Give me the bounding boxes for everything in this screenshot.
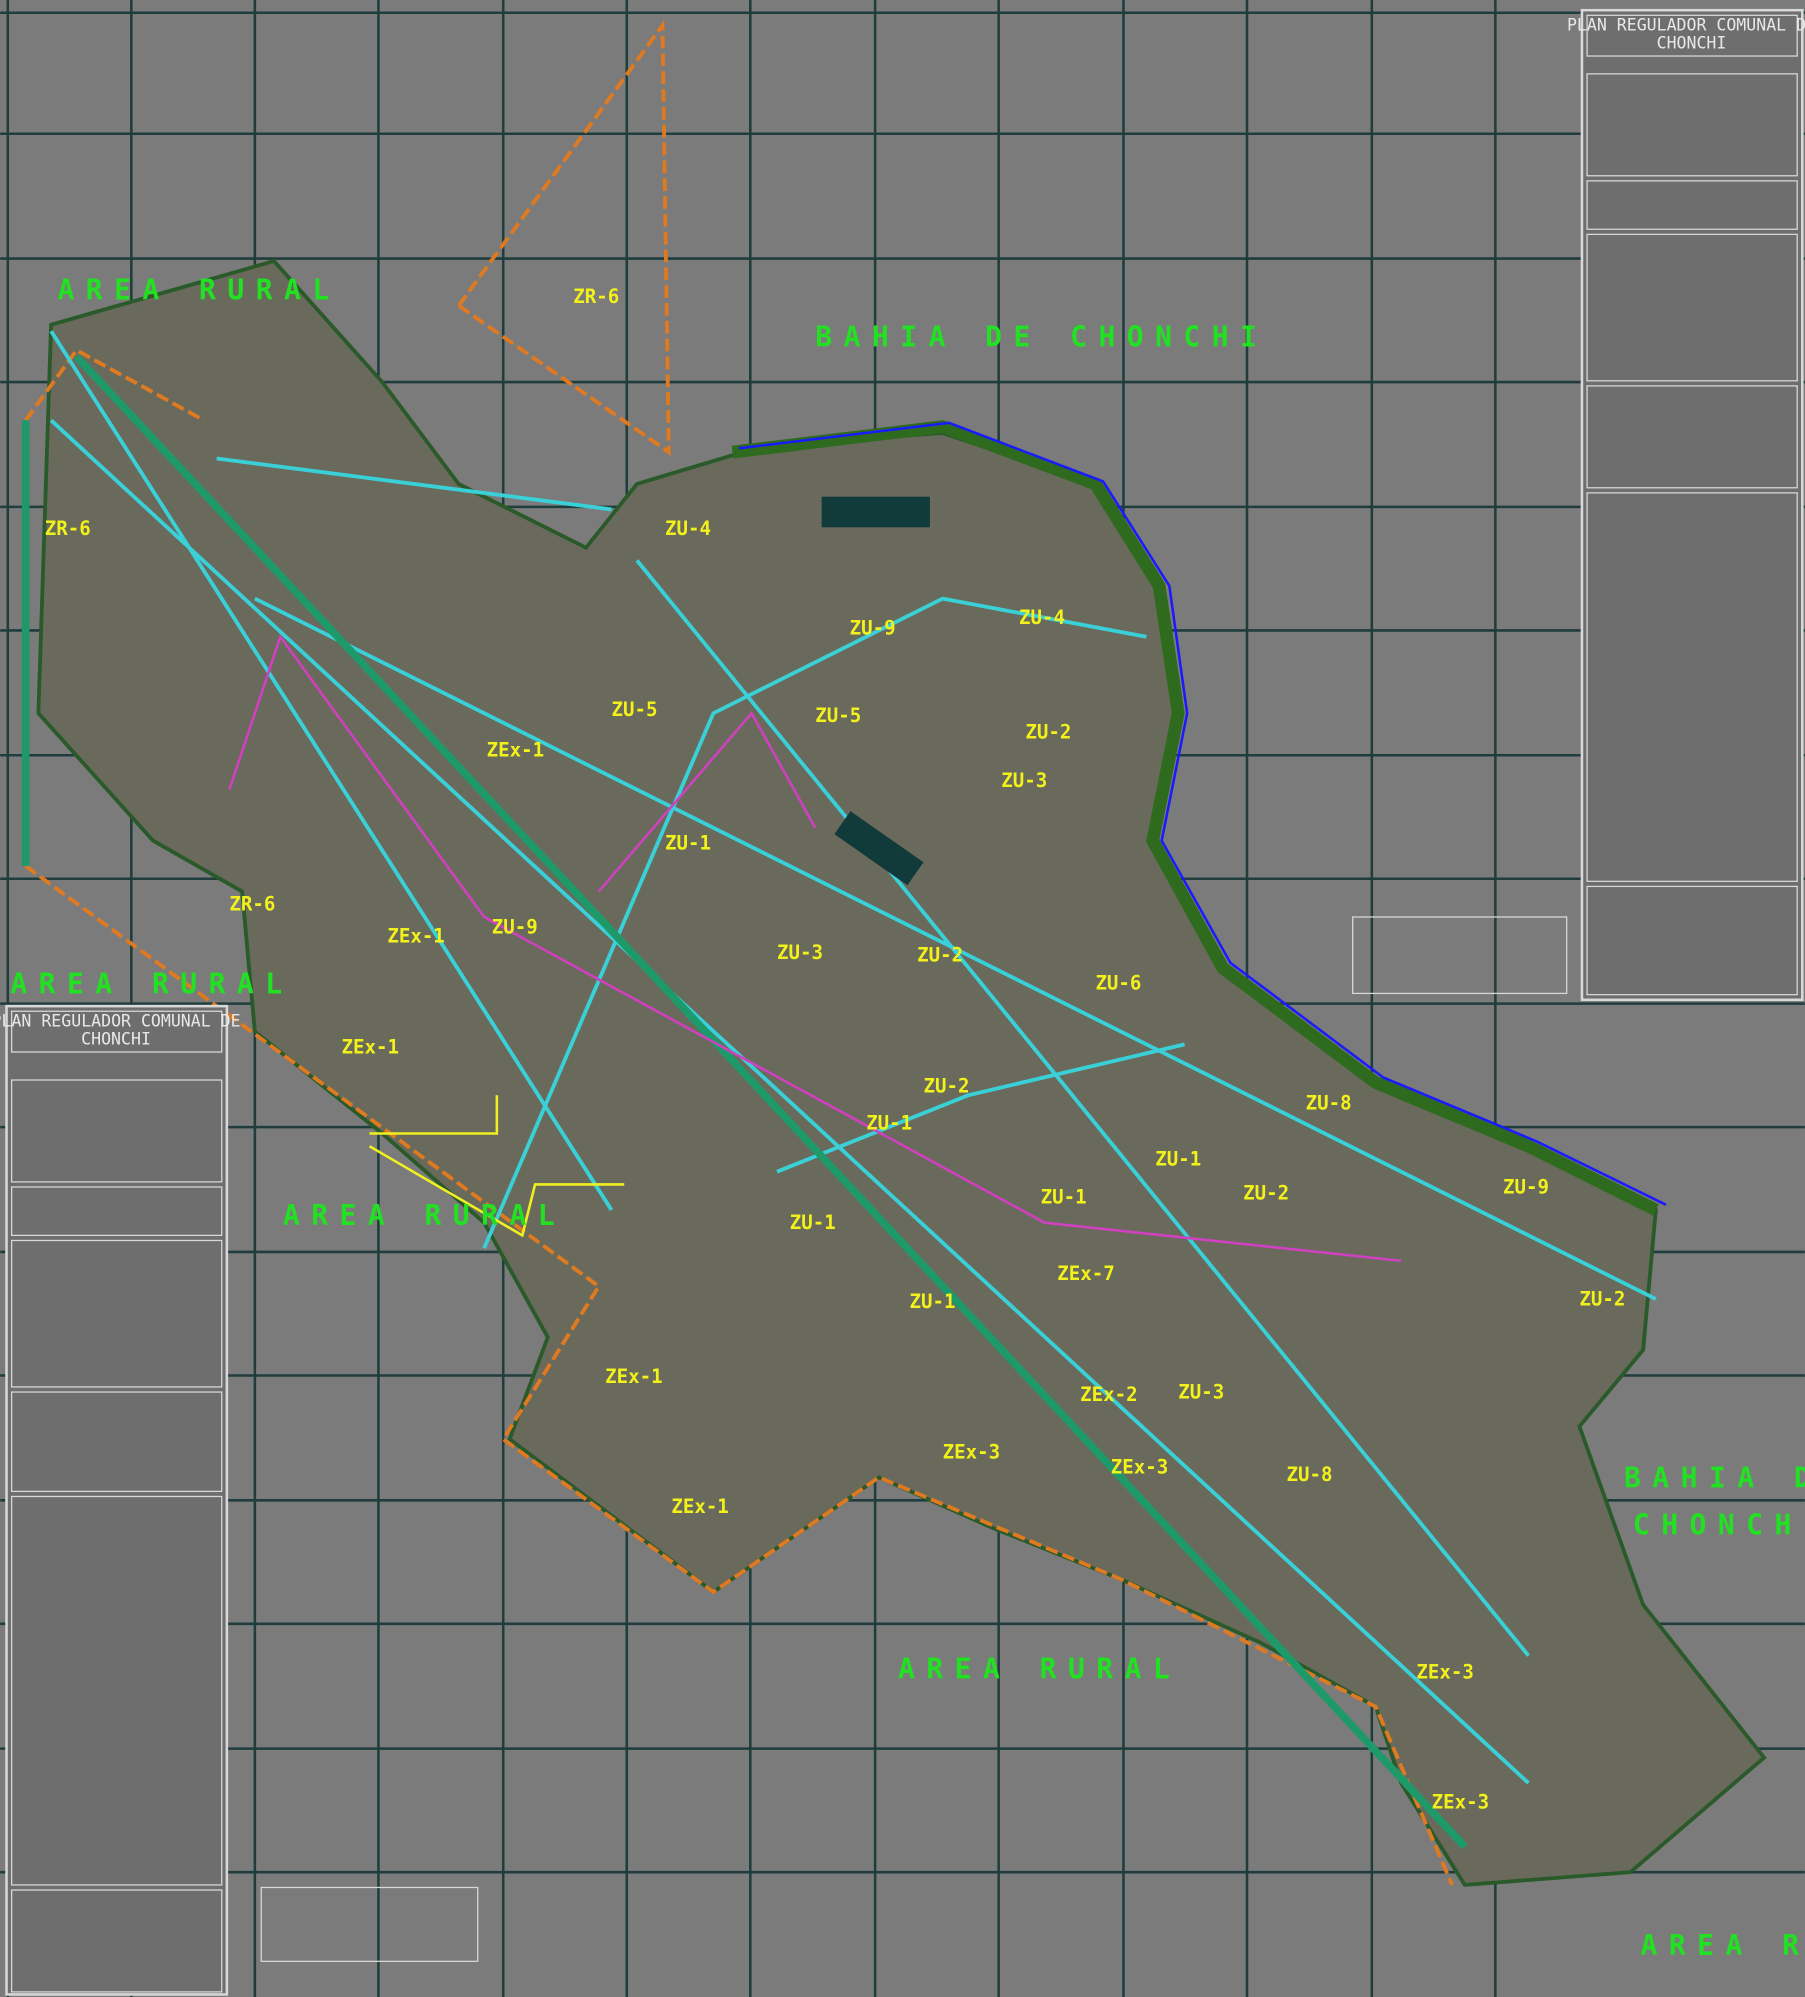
zone-label: ZEx-1 bbox=[341, 1035, 398, 1058]
place-label: AREA RURAL bbox=[10, 967, 293, 1000]
zone-label: ZEx-3 bbox=[1111, 1456, 1168, 1479]
place-label: AREA RURAL bbox=[1641, 1929, 1805, 1962]
zone-label: ZU-2 bbox=[1025, 721, 1071, 744]
zone-label: ZU-5 bbox=[611, 698, 657, 721]
zone-label: ZEx-2 bbox=[1080, 1383, 1137, 1406]
zone-label: ZU-1 bbox=[1041, 1186, 1087, 1209]
limit-line bbox=[24, 19, 1454, 1886]
zone-label: ZU-1 bbox=[790, 1211, 836, 1234]
zone-label: ZEx-1 bbox=[387, 924, 444, 947]
zone-label: ZU-1 bbox=[866, 1112, 912, 1135]
zone-label: ZU-9 bbox=[492, 916, 538, 939]
yellow-limit bbox=[368, 1095, 625, 1238]
title-panel bbox=[1580, 8, 1804, 1002]
zone-label: ZU-4 bbox=[1019, 606, 1065, 629]
place-label: CHONCHI bbox=[1633, 1509, 1805, 1542]
zone-label: ZU-3 bbox=[1178, 1380, 1224, 1403]
roads bbox=[49, 330, 1657, 1785]
zone-label: ZU-2 bbox=[917, 944, 963, 967]
zone-label: ZU-4 bbox=[665, 517, 711, 540]
zone-label: ZEx-7 bbox=[1057, 1262, 1114, 1285]
highway bbox=[21, 354, 1468, 1850]
zone-label: ZU-3 bbox=[1001, 769, 1047, 792]
block bbox=[834, 811, 924, 886]
zone-label: ZU-1 bbox=[1155, 1147, 1201, 1170]
panel-sections bbox=[1352, 73, 1798, 996]
zone-label: ZU-3 bbox=[777, 941, 823, 964]
coast-vegetation bbox=[731, 420, 1659, 1216]
zone-label: ZU-8 bbox=[1306, 1091, 1352, 1114]
streets bbox=[228, 634, 1402, 1263]
zone-label: ZU-1 bbox=[665, 831, 711, 854]
zone-label: ZU-9 bbox=[1503, 1175, 1549, 1198]
zone-label: ZU-2 bbox=[924, 1075, 970, 1098]
zone-label: ZEx-1 bbox=[671, 1495, 728, 1518]
panel-sections bbox=[10, 1079, 479, 1993]
zone-label: ZU-5 bbox=[815, 704, 861, 727]
place-label: BAHIA DE CHONCHI bbox=[815, 320, 1268, 353]
panel-title: PLAN REGULADOR COMUNAL DE bbox=[1567, 16, 1805, 35]
title-panel bbox=[5, 1004, 229, 1996]
zone-label: ZEx-1 bbox=[605, 1365, 662, 1388]
place-label: BAHIA DE bbox=[1624, 1462, 1805, 1495]
zone-label: ZU-1 bbox=[910, 1290, 956, 1313]
zone-label: ZEx-3 bbox=[1432, 1791, 1489, 1814]
zone-label: ZU-9 bbox=[850, 616, 896, 639]
zone-label: ZU-2 bbox=[1579, 1287, 1625, 1310]
title-box bbox=[1586, 14, 1798, 57]
zone-label: ZR-6 bbox=[573, 285, 619, 308]
panel-subtitle: CHONCHI bbox=[81, 1029, 151, 1048]
zone-label: ZU-8 bbox=[1286, 1463, 1332, 1486]
zone-label: ZEx-3 bbox=[943, 1440, 1000, 1463]
labels: BAHIA DE CHONCHI AREA RURAL AREA RURAL AREA… bbox=[10, 273, 1805, 1962]
place-label: AREA RURAL bbox=[283, 1199, 566, 1232]
zone-label: ZU-2 bbox=[1243, 1182, 1289, 1205]
zone-label: ZR-6 bbox=[229, 893, 275, 916]
place-label: AREA RURAL bbox=[57, 273, 340, 306]
title-box bbox=[10, 1010, 223, 1053]
place-label: AREA RURAL bbox=[898, 1653, 1181, 1686]
panel-title: PLAN REGULADOR COMUNAL DE bbox=[0, 1012, 241, 1031]
zone-label: ZR-6 bbox=[45, 517, 91, 540]
coastline bbox=[738, 421, 1667, 1206]
zone-label: ZU-6 bbox=[1095, 972, 1141, 995]
zone-label: ZEx-1 bbox=[487, 739, 544, 762]
panel-subtitle: CHONCHI bbox=[1657, 33, 1727, 52]
zone-label: ZEx-3 bbox=[1416, 1661, 1473, 1684]
block bbox=[821, 496, 930, 528]
